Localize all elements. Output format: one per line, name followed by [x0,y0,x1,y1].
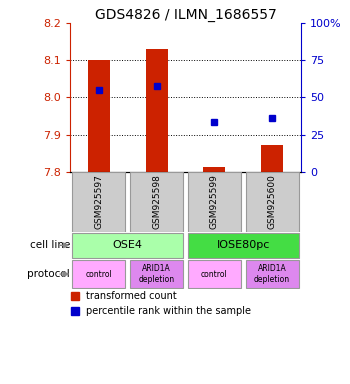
Bar [188,172,241,232]
Text: GSM925600: GSM925600 [268,174,276,229]
Bar [72,260,125,288]
Title: GDS4826 / ILMN_1686557: GDS4826 / ILMN_1686557 [94,8,276,22]
Text: GSM925598: GSM925598 [152,174,161,229]
Text: percentile rank within the sample: percentile rank within the sample [86,306,251,316]
Text: cell line: cell line [30,240,70,250]
Bar [72,233,183,258]
Bar [72,172,125,232]
Bar [246,260,299,288]
Bar [88,60,110,172]
Bar [130,172,183,232]
Bar [130,260,183,288]
Bar [188,233,299,258]
Text: ARID1A
depletion: ARID1A depletion [254,264,290,284]
Bar [146,49,168,172]
Text: ARID1A
depletion: ARID1A depletion [139,264,175,284]
Text: protocol: protocol [27,269,70,279]
Text: control: control [85,270,112,278]
Text: control: control [201,270,228,278]
Bar [203,167,225,172]
Text: GSM925599: GSM925599 [210,174,219,229]
Text: transformed count: transformed count [86,291,177,301]
Text: IOSE80pc: IOSE80pc [217,240,270,250]
Bar [188,260,241,288]
Text: GSM925597: GSM925597 [94,174,103,229]
Bar [246,172,299,232]
Text: OSE4: OSE4 [113,240,143,250]
Bar [261,145,283,172]
